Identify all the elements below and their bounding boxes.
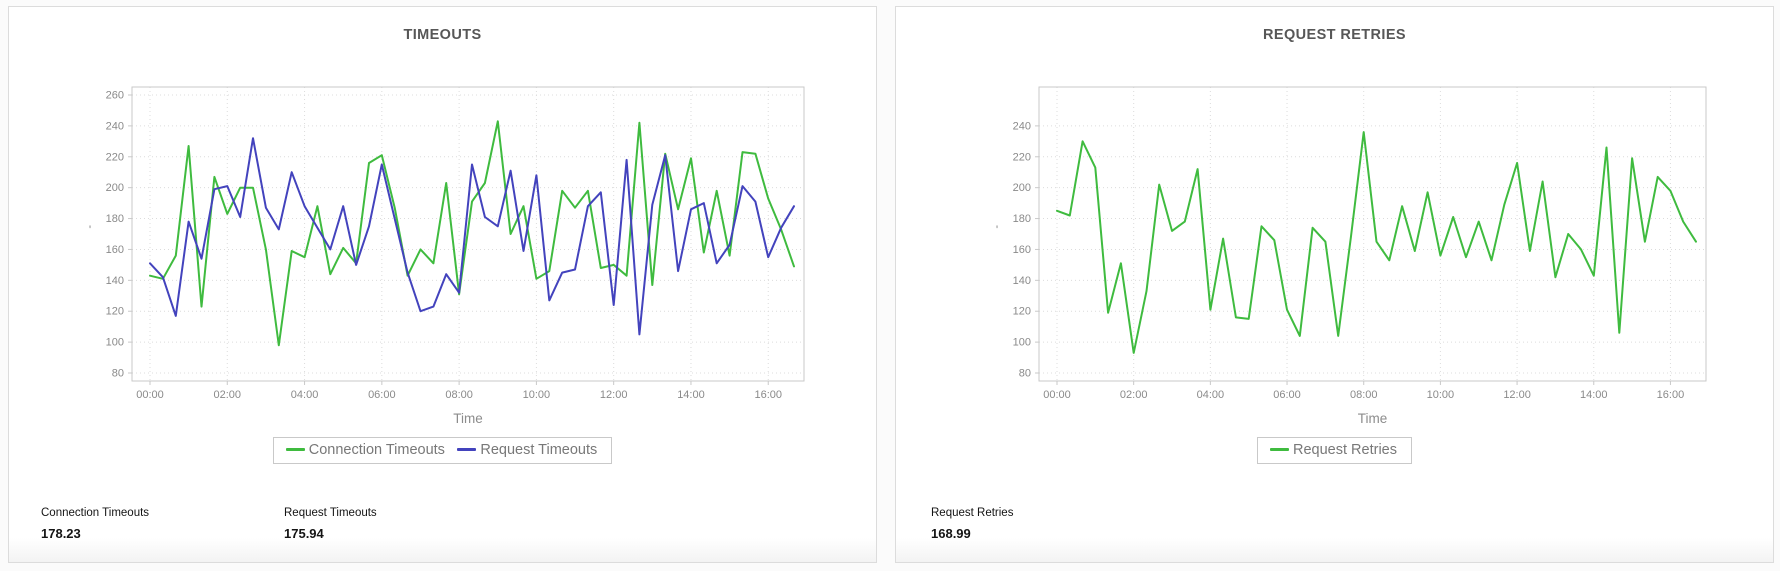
y-axis-title: ' — [996, 223, 998, 237]
legend-request-retries: Request Retries — [896, 437, 1773, 464]
y-tick-label: 180 — [1013, 213, 1031, 225]
x-axis-title: Time — [1358, 411, 1388, 426]
summary-label: Request Retries — [931, 507, 1014, 519]
y-tick-label: 160 — [1013, 244, 1031, 256]
x-tick-label: 10:00 — [523, 389, 551, 401]
summary-connection-timeouts: Connection Timeouts 178.23 — [41, 507, 149, 541]
legend-box: Connection Timeouts Request Timeouts — [272, 437, 613, 464]
summary-request-retries: Request Retries 168.99 — [931, 507, 1013, 541]
panel-timeouts: TIMEOUTS 80 100 120 140 160 180 200 220 240 260 00… — [8, 6, 877, 563]
series-line-0 — [1056, 131, 1697, 354]
legend-label: Request Retries — [1293, 442, 1397, 458]
legend-label: Request Timeouts — [480, 442, 598, 458]
legend-item-request-timeouts[interactable]: Request Timeouts — [457, 442, 597, 458]
chart-title-timeouts: TIMEOUTS — [403, 27, 482, 43]
x-tick-label: 08:00 — [1350, 389, 1378, 401]
summary-value: 168.99 — [931, 526, 971, 541]
series-line-0 — [149, 120, 795, 347]
summary-label: Connection Timeouts — [41, 507, 150, 519]
y-tick-label: 220 — [1013, 151, 1031, 163]
y-tick-label: 80 — [112, 368, 124, 380]
y-tick-label: 140 — [106, 275, 124, 287]
x-tick-label: 02:00 — [1120, 389, 1148, 401]
x-tick-label: 00:00 — [1043, 389, 1071, 401]
request-retries-line-chart: 80 100 120 140 160 180 200 220 240 00:00 02:00 04:0… — [996, 86, 1707, 426]
line-swatch-icon — [285, 447, 305, 451]
plot-border — [131, 86, 805, 382]
y-tick-label: 240 — [106, 120, 124, 132]
legend-item-request-retries[interactable]: Request Retries — [1270, 442, 1397, 458]
y-axis-title: ' — [89, 223, 91, 237]
x-tick-label: 14:00 — [1580, 389, 1608, 401]
y-tick-label: 260 — [106, 89, 124, 101]
x-tick-label: 08:00 — [445, 389, 473, 401]
legend-label: Connection Timeouts — [308, 442, 445, 458]
series-line-1 — [149, 137, 795, 336]
x-tick-label: 14:00 — [677, 389, 705, 401]
x-axis-title: Time — [453, 411, 483, 426]
line-swatch-icon — [1270, 447, 1290, 451]
summary-label: Request Timeouts — [284, 507, 377, 519]
y-tick-label: 160 — [106, 244, 124, 256]
legend-item-connection-timeouts[interactable]: Connection Timeouts — [285, 442, 445, 458]
y-tick-label: 100 — [1013, 337, 1031, 349]
y-tick-label: 240 — [1013, 120, 1031, 132]
y-tick-label: 180 — [106, 213, 124, 225]
x-tick-label: 10:00 — [1427, 389, 1455, 401]
y-tick-label: 100 — [106, 337, 124, 349]
x-tick-label: 12:00 — [600, 389, 628, 401]
y-tick-label: 120 — [106, 306, 124, 318]
summary-value: 175.94 — [284, 526, 324, 541]
x-tick-label: 06:00 — [1273, 389, 1301, 401]
line-swatch-icon — [457, 447, 477, 451]
x-tick-label: 00:00 — [136, 389, 164, 401]
x-tick-label: 12:00 — [1503, 389, 1531, 401]
x-tick-label: 16:00 — [1657, 389, 1685, 401]
y-tick-label: 220 — [106, 151, 124, 163]
x-tick-label: 04:00 — [1197, 389, 1225, 401]
y-tick-label: 120 — [1013, 306, 1031, 318]
x-tick-label: 04:00 — [291, 389, 319, 401]
summary-request-timeouts: Request Timeouts 175.94 — [284, 507, 377, 541]
y-tick-label: 80 — [1019, 368, 1031, 380]
plot-border — [1038, 86, 1707, 382]
y-tick-label: 200 — [1013, 182, 1031, 194]
timeouts-line-chart: 80 100 120 140 160 180 200 220 240 260 00:00 02:00 0… — [89, 86, 805, 426]
chart-title-request-retries: REQUEST RETRIES — [1263, 27, 1406, 43]
summary-value: 178.23 — [41, 526, 81, 541]
legend-timeouts: Connection Timeouts Request Timeouts — [9, 437, 876, 464]
x-tick-label: 16:00 — [754, 389, 782, 401]
y-tick-label: 200 — [106, 182, 124, 194]
legend-box: Request Retries — [1257, 437, 1412, 464]
x-tick-label: 06:00 — [368, 389, 396, 401]
y-tick-label: 140 — [1013, 275, 1031, 287]
panel-request-retries: REQUEST RETRIES 80 100 120 140 160 180 200 220 2… — [895, 6, 1774, 563]
x-tick-label: 02:00 — [214, 389, 242, 401]
